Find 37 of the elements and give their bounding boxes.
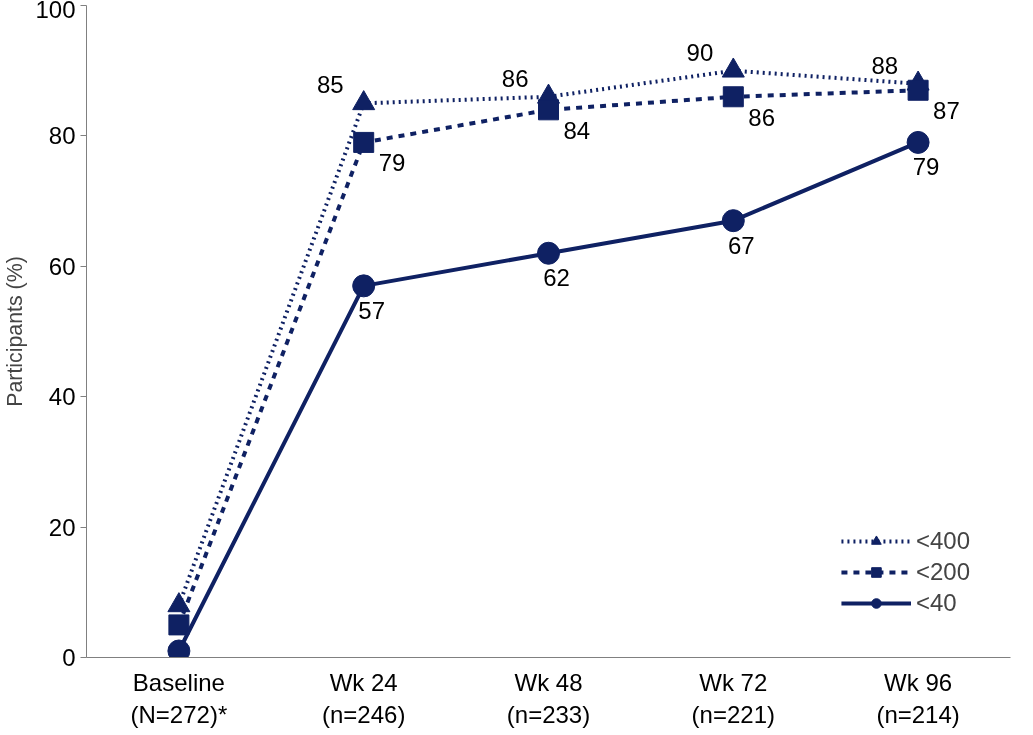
x-tick-label: Wk 48 (n=233) [506,668,591,728]
x-tick-label: Baseline (N=272)* [130,668,228,728]
legend-label: <40 [915,589,957,617]
data-label: 85 [317,71,344,99]
data-label: 87 [933,97,960,125]
data-label: 67 [727,231,755,259]
y-tick-label: 40 [48,383,76,411]
point [352,274,376,298]
data-label: 86 [748,103,775,131]
point [353,131,375,153]
legend-label: <400 [915,527,970,555]
y-tick-label: 60 [48,252,76,280]
y-tick-label: 80 [48,122,76,150]
point [907,79,929,101]
legend-label: <200 [915,558,970,586]
x-tick-label: Wk 96 (n=214) [876,668,960,728]
data-label: 57 [358,296,386,324]
y-axis-title: Participants (%) [3,256,28,407]
data-label: 86 [501,64,529,92]
data-label: 84 [563,116,591,144]
point [167,592,191,613]
x-tick-label: Wk 24 (n=246) [322,668,406,728]
data-label: 79 [378,149,406,177]
y-tick-label: 0 [62,644,76,671]
x-tick-label: Wk 72 (n=221) [691,668,775,728]
point [168,614,190,636]
point [722,86,744,108]
point [538,99,559,121]
y-tick-label: 100 [35,0,76,23]
data-label: 79 [912,153,940,181]
data-label: 62 [543,264,570,292]
point [906,130,930,154]
data-label: 88 [871,51,899,79]
point [721,209,745,233]
y-tick-label: 20 [48,513,76,541]
data-label: 90 [686,38,714,66]
point [537,241,560,265]
